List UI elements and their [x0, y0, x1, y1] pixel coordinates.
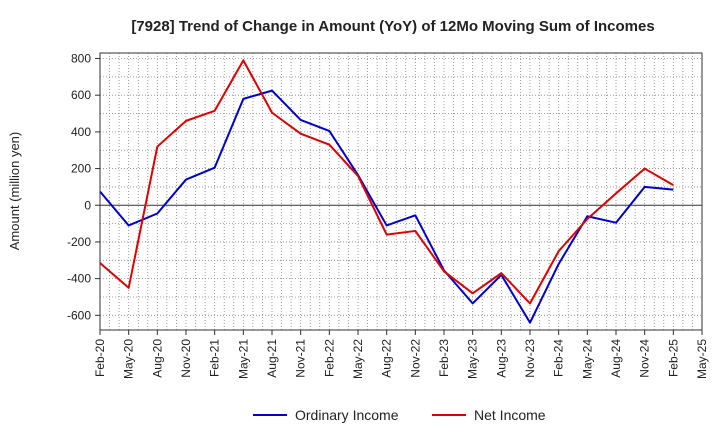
y-tick-label: -400 — [67, 272, 91, 286]
y-tick-label: 400 — [71, 125, 91, 139]
x-tick-label: Nov-24 — [638, 339, 652, 378]
legend-label-net-income: Net Income — [474, 407, 546, 423]
x-tick-label: Nov-20 — [179, 339, 193, 378]
y-tick-label: 0 — [84, 198, 91, 212]
x-tick-label: May-25 — [695, 339, 709, 379]
x-tick-label: May-20 — [122, 339, 136, 379]
x-tick-label: Aug-24 — [609, 339, 623, 378]
x-tick-label: Feb-20 — [93, 339, 107, 377]
x-tick-label: Aug-21 — [265, 339, 279, 378]
y-tick-label: 800 — [71, 52, 91, 66]
x-tick-label: Aug-20 — [150, 339, 164, 378]
y-tick-label: -600 — [67, 308, 91, 322]
y-tick-label: 600 — [71, 88, 91, 102]
x-tick-label: Nov-22 — [408, 339, 422, 378]
series-lines — [99, 59, 674, 324]
y-tick-label: 200 — [71, 162, 91, 176]
plot-frame — [99, 52, 703, 331]
y-tick-label: -200 — [67, 235, 91, 249]
x-tick-label: Feb-24 — [552, 339, 566, 377]
chart-title: [7928] Trend of Change in Amount (YoY) o… — [131, 18, 654, 35]
legend-label-ordinary-income: Ordinary Income — [295, 407, 399, 423]
x-tick-label: Aug-23 — [494, 339, 508, 378]
x-tick-label: Feb-21 — [208, 339, 222, 377]
x-tick-label: Feb-22 — [322, 339, 336, 377]
x-tick-label: May-23 — [466, 339, 480, 379]
x-tick-label: Feb-23 — [437, 339, 451, 377]
y-axis-ticks: -600 -400 -200 0 200 400 600 800 — [67, 52, 100, 322]
x-tick-label: May-24 — [580, 339, 594, 379]
gridlines — [100, 53, 702, 330]
legend: Ordinary Income Net Income — [253, 407, 546, 423]
y-axis-label: Amount (million yen) — [7, 132, 22, 251]
x-tick-label: Nov-23 — [523, 339, 537, 378]
x-tick-label: Nov-21 — [294, 339, 308, 378]
x-tick-label: May-22 — [351, 339, 365, 379]
x-axis-ticks: Feb-20 May-20 Aug-20 Nov-20 Feb-21 May-21 Aug-… — [93, 330, 709, 379]
x-tick-label: Feb-25 — [666, 339, 680, 377]
x-tick-label: Aug-22 — [380, 339, 394, 378]
x-tick-label: May-21 — [236, 339, 250, 379]
